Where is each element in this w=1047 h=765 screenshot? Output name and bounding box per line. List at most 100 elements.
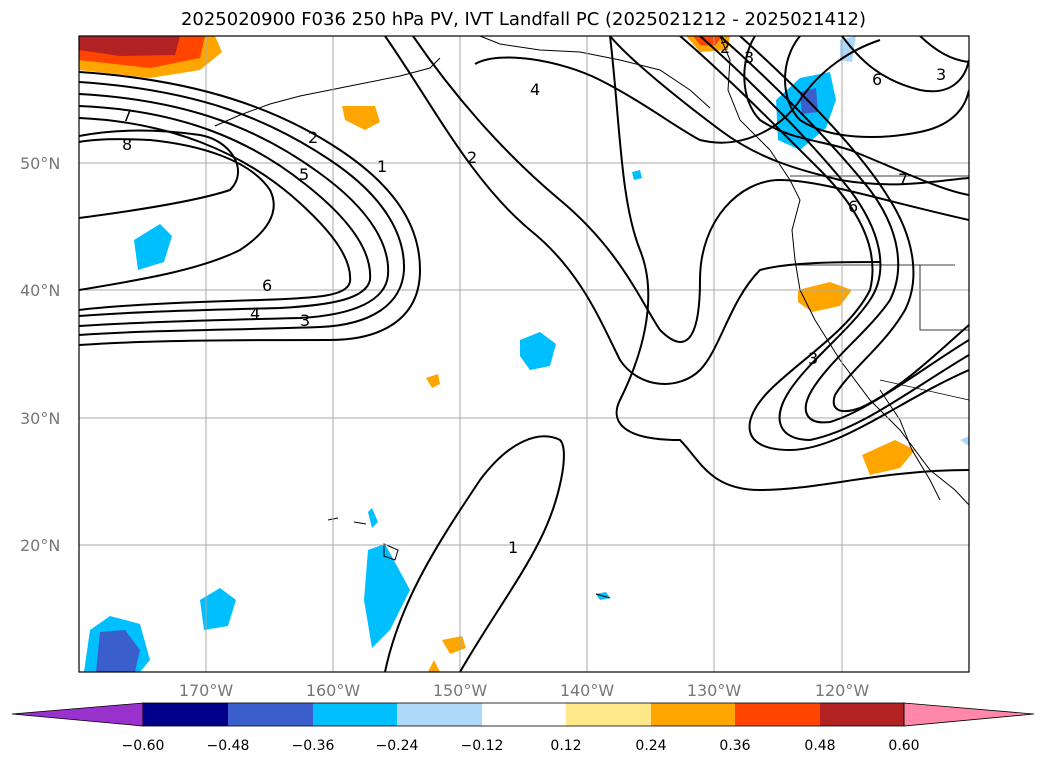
latitude-labels: 50°N 40°N 30°N 20°N	[20, 154, 60, 555]
contour-line	[79, 93, 390, 327]
colorbar-segment	[482, 703, 566, 726]
contour-line	[79, 71, 422, 346]
lon-label: 170°W	[179, 681, 234, 700]
contour-label: 7	[898, 170, 908, 189]
lat-label: 20°N	[20, 536, 60, 555]
contour-label: 3	[936, 65, 946, 84]
ivt-contours	[79, 36, 969, 672]
contour-line	[699, 36, 969, 442]
colorbar-tick-label: 0.36	[719, 738, 750, 754]
negative-anomaly-patch	[840, 36, 856, 62]
contour-label: 6	[262, 276, 272, 295]
coastline-north-america	[719, 36, 969, 506]
colorbar-segment	[735, 703, 820, 726]
small-island	[595, 593, 611, 599]
contour-line	[609, 36, 969, 186]
colorbar-tick-label: −0.12	[461, 738, 504, 754]
map-border	[78, 35, 970, 673]
colorbar-tick-label: −0.36	[292, 738, 335, 754]
contour-label: 7	[122, 106, 132, 125]
contour-label: 3	[300, 311, 310, 330]
contour-line	[841, 36, 969, 93]
contour-label: 8	[122, 135, 132, 154]
lon-label: 150°W	[433, 681, 488, 700]
negative-anomaly-patch	[134, 224, 172, 270]
lat-label: 50°N	[20, 154, 60, 173]
contour-line	[412, 36, 969, 343]
coastline-alaska	[479, 36, 711, 109]
colorbar-extend-high	[903, 702, 1035, 727]
negative-anomaly-patch	[960, 436, 969, 446]
positive-anomaly-patch	[426, 374, 440, 388]
colorbar: −0.60 −0.48 −0.36 −0.24 −0.12 0.12 0.24 …	[11, 702, 1035, 754]
contour-line	[919, 36, 969, 63]
contour-labels: 7 8 2 5 1 2 4 3 2 6 4 3 1 6 7 6 3 3	[122, 38, 946, 557]
contour-line	[719, 36, 969, 424]
contour-label: 1	[377, 157, 387, 176]
lon-label: 120°W	[815, 681, 870, 700]
lon-label: 160°W	[306, 681, 361, 700]
colorbar-tick-label: −0.60	[122, 738, 165, 754]
contour-line	[739, 36, 969, 413]
colorbar-segment	[313, 703, 397, 726]
contour-line	[784, 36, 969, 138]
contour-line	[79, 129, 240, 219]
lon-label: 130°W	[687, 681, 742, 700]
contour-line	[384, 435, 565, 672]
colorbar-segment	[651, 703, 735, 726]
contour-label: 4	[530, 80, 540, 99]
colorbar-tick-label: −0.48	[207, 738, 250, 754]
negative-anomaly-patch	[96, 630, 140, 672]
positive-anomaly-patch	[693, 36, 722, 46]
contour-line	[609, 36, 969, 492]
contour-label: 6	[848, 197, 858, 216]
contour-line	[384, 36, 881, 385]
colorbar-tick-label: −0.24	[376, 738, 419, 754]
contour-label: 3	[808, 349, 818, 368]
contour-line	[79, 138, 275, 291]
positive-anomaly-patch	[342, 106, 380, 130]
contour-label: 6	[872, 70, 882, 89]
colorbar-segment	[566, 703, 651, 726]
contour-label: 3	[744, 48, 754, 67]
negative-anomaly-patch	[632, 170, 642, 180]
contour-line	[79, 81, 406, 336]
negative-anomaly-patch	[364, 544, 410, 648]
lon-label: 140°W	[560, 681, 615, 700]
colorbar-tick-label: 0.24	[635, 738, 666, 754]
colorbar-outline	[142, 702, 905, 727]
gridlines	[79, 36, 969, 672]
longitude-labels: 170°W 160°W 150°W 140°W 130°W 120°W	[179, 681, 870, 700]
negative-anomaly-patch	[368, 508, 378, 528]
positive-anomaly-patch	[428, 660, 440, 672]
lat-label: 30°N	[20, 409, 60, 428]
colorbar-tick-label: 0.48	[804, 738, 835, 754]
coastline-aleutians	[214, 57, 441, 127]
colorbar-tick-label: 0.12	[550, 738, 581, 754]
contour-line	[79, 105, 372, 317]
contour-label: 2	[720, 38, 730, 57]
positive-anomaly-patch	[862, 440, 915, 475]
contour-label: 1	[508, 538, 518, 557]
colorbar-segment	[397, 703, 482, 726]
colorbar-segment	[143, 703, 228, 726]
contour-line	[743, 36, 969, 196]
negative-anomaly-patch	[520, 332, 556, 370]
lat-label: 40°N	[20, 281, 60, 300]
colorbar-tick-label: 0.60	[888, 738, 919, 754]
contour-line	[679, 36, 969, 452]
colorbar-extend-low	[11, 702, 144, 727]
positive-anomaly-patch	[79, 36, 180, 56]
contour-line	[474, 39, 881, 144]
colorbar-ticks: −0.60 −0.48 −0.36 −0.24 −0.12 0.12 0.24 …	[122, 738, 920, 754]
contour-line	[79, 117, 352, 311]
colorbar-segment	[820, 703, 904, 726]
negative-anomaly-patch	[200, 588, 236, 630]
contour-label: 2	[308, 128, 318, 147]
colorbar-segment	[228, 703, 313, 726]
contour-label: 5	[299, 165, 309, 184]
map-title: 2025020900 F036 250 hPa PV, IVT Landfall…	[180, 9, 867, 30]
contour-label: 2	[467, 148, 477, 167]
contour-label: 4	[250, 304, 260, 323]
